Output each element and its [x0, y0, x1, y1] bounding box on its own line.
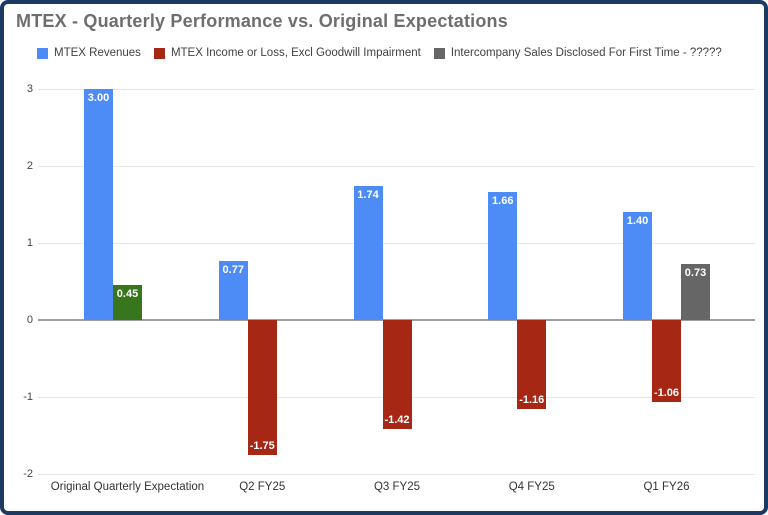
bar-value-label: 0.77 [222, 263, 244, 276]
gridline [38, 166, 755, 167]
bar-series1-cat4 [488, 192, 518, 320]
x-axis-category-label: Q3 FY25 [373, 481, 421, 493]
x-axis-category-label: Q4 FY25 [508, 481, 555, 493]
legend-swatch-icon [433, 47, 445, 59]
legend-item: MTEX Income or Loss, Excl Goodwill Impai… [153, 47, 421, 59]
y-axis-tick-label: -1 [23, 391, 33, 403]
legend-swatch-icon [153, 47, 165, 59]
bar-value-label: 0.73 [684, 266, 707, 279]
bar-series1-cat2 [218, 260, 248, 320]
y-axis-tick-label: 0 [26, 314, 33, 326]
bar-value-label: -1.75 [249, 439, 275, 452]
legend-swatch-icon [37, 47, 48, 59]
x-axis-category-label: Q2 FY25 [239, 481, 286, 493]
bar-value-label: 0.45 [116, 288, 139, 301]
bar-series1-cat1 [84, 89, 113, 320]
bar-value-label: 1.40 [626, 215, 649, 228]
plot-area: 3 2 1 0 -1 -2 Original Quarterly Expectation 3.… [4, 4, 764, 511]
legend-item-label: MTEX Income or Loss, Excl Goodwill Impai… [170, 47, 421, 59]
legend-item: MTEX Revenues [37, 47, 141, 59]
legend: MTEX Revenues MTEX Income or Loss, Excl G… [37, 47, 760, 59]
bar-series2-cat1 [113, 285, 142, 320]
bar-series2-cat4 [517, 320, 547, 410]
bar-value-label: 3.00 [87, 92, 110, 104]
y-axis-tick-label: 3 [26, 83, 33, 95]
bar-series1-cat5 [623, 212, 652, 320]
chart-title: MTEX - Quarterly Performance vs. Origina… [16, 11, 508, 31]
y-axis-tick-label: -2 [23, 468, 33, 480]
bar-series3-cat5 [681, 263, 710, 320]
legend-item: Intercompany Sales Disclosed For First T… [433, 47, 722, 59]
bar-series2-cat2 [247, 320, 277, 455]
bar-value-label: -1.06 [653, 386, 680, 399]
y-axis-tick-label: 2 [26, 160, 33, 172]
bar-series1-cat3 [353, 186, 383, 320]
legend-item-label: Intercompany Sales Disclosed For First T… [450, 47, 722, 59]
gridline [38, 89, 755, 90]
x-axis-category-label: Q1 FY26 [643, 481, 690, 493]
bar-series2-cat3 [382, 320, 412, 430]
y-axis-tick-label: 1 [26, 237, 33, 249]
bar-series2-cat5 [652, 320, 681, 402]
x-axis-category-label: Original Quarterly Expectation [50, 481, 205, 493]
bar-value-label: -1.42 [384, 414, 410, 427]
gridline [38, 474, 755, 475]
bar-value-label: -1.16 [519, 394, 545, 407]
bar-value-label: 1.66 [492, 195, 514, 208]
bar-value-label: 1.74 [357, 189, 379, 202]
legend-item-label: MTEX Revenues [54, 47, 141, 59]
gridline [38, 243, 755, 244]
